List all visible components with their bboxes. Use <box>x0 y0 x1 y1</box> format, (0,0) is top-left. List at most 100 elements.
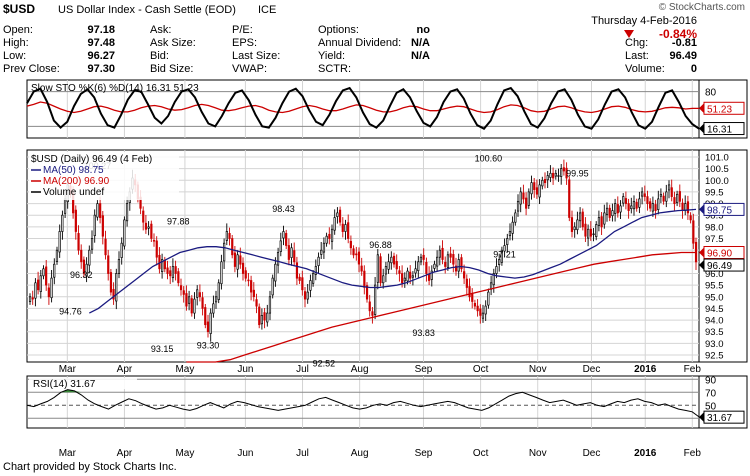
candle-body <box>357 251 361 265</box>
opts-label: Annual Dividend: <box>318 37 401 49</box>
candle-body <box>214 296 218 303</box>
candle-body <box>147 226 150 229</box>
candle-body <box>657 198 660 210</box>
candle-body <box>500 249 503 263</box>
opts-value: no <box>417 24 431 36</box>
candle-body <box>600 216 603 228</box>
candle-body <box>533 182 536 190</box>
price-end-value: 96.49 <box>707 261 732 272</box>
candle-body <box>93 214 96 237</box>
candle-body <box>460 257 463 270</box>
legend-entry: Volume undef <box>43 187 104 198</box>
month-label: May <box>175 364 194 375</box>
month-label: May <box>175 448 194 459</box>
ma50-line <box>89 208 697 314</box>
candle-body <box>514 212 517 223</box>
price-annotation: 98.43 <box>272 204 295 214</box>
candle-body <box>506 238 509 245</box>
candle-body <box>85 263 88 277</box>
footer-credit: Chart provided by Stock Charts Inc. <box>3 461 177 473</box>
fund-label: Last Size: <box>232 50 280 62</box>
price-tick: 98.5 <box>705 211 724 222</box>
candle-body <box>638 198 641 208</box>
price-end-pointer <box>699 204 704 215</box>
candle-body <box>446 254 450 268</box>
candle-body <box>360 265 363 272</box>
watermark: © StockCharts.com <box>659 2 745 13</box>
price-panel: 92.593.093.594.094.595.095.596.096.597.0… <box>26 149 748 369</box>
candle-body <box>374 284 377 315</box>
candle-body <box>576 219 579 231</box>
fund-label: VWAP: <box>232 63 267 75</box>
candle-body <box>541 179 544 187</box>
candle-body <box>603 212 606 225</box>
candle-body <box>401 273 404 284</box>
candle-body <box>268 296 272 314</box>
candle-body <box>406 270 409 282</box>
candle-body <box>252 289 255 298</box>
candle-body <box>328 233 331 239</box>
candle-body <box>417 261 420 272</box>
opts-label: SCTR: <box>318 63 351 75</box>
candle-body <box>58 231 61 253</box>
instrument-name: US Dollar Index - Cash Settle (EOD) <box>58 4 236 16</box>
candle-body <box>303 291 307 300</box>
rsi-end-pointer <box>699 412 704 423</box>
candle-body <box>454 265 458 272</box>
candle-body <box>565 167 568 179</box>
candle-body <box>37 279 40 291</box>
month-label: Mar <box>59 364 77 375</box>
candle-body <box>185 293 188 307</box>
candle-body <box>61 214 64 232</box>
quote-fields: Open: 97.18 High: 97.48 Low: 96.27 Prev Close:… <box>3 24 697 75</box>
price-annotation: 97.88 <box>167 217 190 227</box>
candle-body <box>82 259 86 274</box>
quote-label: High: <box>3 37 29 49</box>
price-end-pointer <box>699 260 704 271</box>
opts-value: N/A <box>411 50 430 62</box>
candle-body <box>568 179 571 218</box>
candle-body <box>155 240 158 258</box>
candle-body <box>614 203 617 214</box>
candle-body <box>481 312 485 319</box>
candle-body <box>223 242 226 262</box>
candle-body <box>640 191 644 197</box>
candle-body <box>635 201 638 209</box>
month-label: Oct <box>473 448 489 459</box>
opts-label: Options: <box>318 24 359 36</box>
price-tick: 95.5 <box>705 281 724 292</box>
candle-body <box>538 184 541 198</box>
price-tick: 100.0 <box>705 176 729 187</box>
candle-body <box>336 212 339 217</box>
candle-body <box>28 296 32 302</box>
quote-label: Low: <box>3 50 26 62</box>
candle-body <box>476 305 479 312</box>
candle-body <box>276 252 280 266</box>
candle-body <box>198 292 201 298</box>
fund-label: EPS: <box>232 37 257 49</box>
candle-body <box>619 205 622 213</box>
candle-body <box>392 255 396 265</box>
month-label: Aug <box>351 448 369 459</box>
month-label: Jul <box>296 448 309 459</box>
candle-body <box>53 263 56 278</box>
candle-body <box>608 207 611 218</box>
rsi-end-tag <box>703 410 745 424</box>
candle-body <box>298 276 301 281</box>
month-label: 2016 <box>634 364 657 375</box>
candle-body <box>522 192 525 200</box>
candle-body <box>686 201 690 214</box>
candle-body <box>651 203 654 212</box>
candle-body <box>368 301 371 312</box>
price-annotation: 92.52 <box>313 359 336 369</box>
candle-body <box>338 209 342 223</box>
candle-body <box>206 321 210 333</box>
candle-body <box>187 296 191 304</box>
candle-body <box>123 219 126 247</box>
candle-body <box>182 290 185 295</box>
rsi-tick: 70 <box>705 388 717 399</box>
price-tick: 94.5 <box>705 304 724 315</box>
right-value: 0 <box>691 63 697 75</box>
header: $USD US Dollar Index - Cash Settle (EOD)… <box>3 2 745 41</box>
candle-body <box>557 175 560 177</box>
